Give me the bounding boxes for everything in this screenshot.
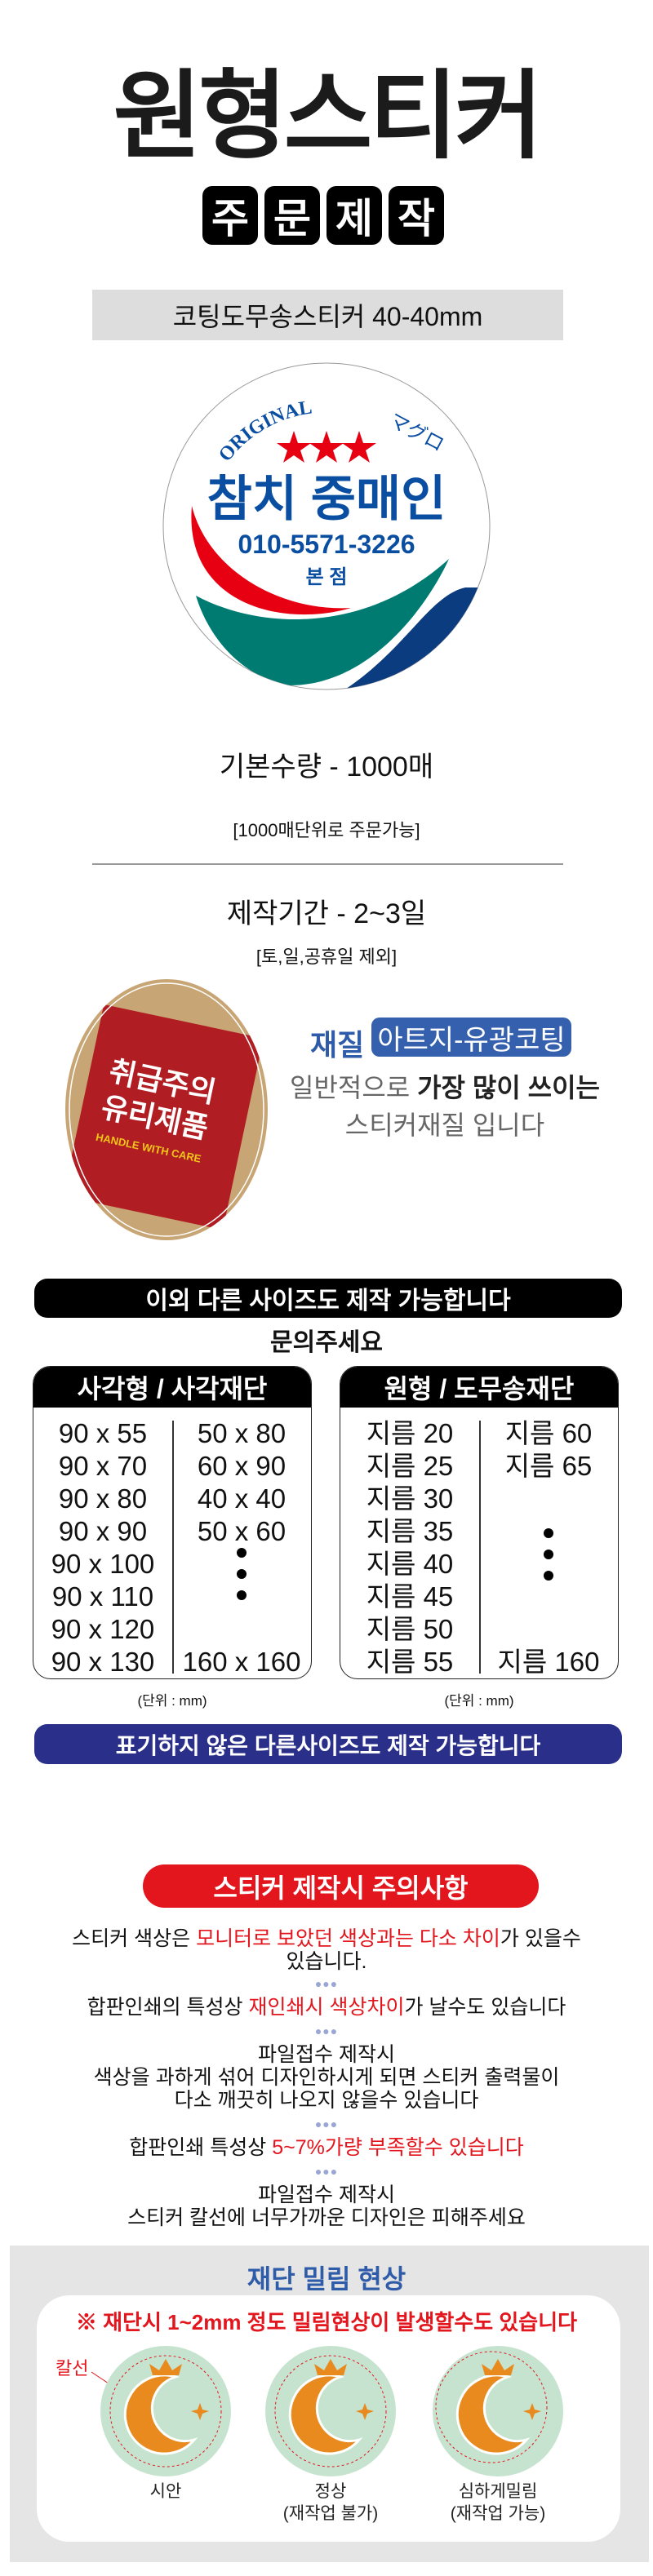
red-swoosh [191,506,351,615]
sticker-sample-image: ORIGINAL マグロ 참치 중매인 010-5571-3226 본 점 [162,362,491,690]
unit-label: (단위 : mm) [444,1693,514,1709]
quantity-text: 기본수량 - 1000매 [219,752,434,783]
table-title: 원형 / 도무송재단 [340,1367,618,1408]
page-title: 원형스티커 [113,63,544,171]
size-cell: 지름 20 [366,1418,454,1448]
size-cell: 90 x 90 [58,1516,148,1546]
size-cell: 90 x 130 [51,1647,155,1677]
size-cell: 90 x 120 [51,1614,155,1644]
sample-label: 심하게밀림 [458,2482,538,2501]
size-cell: 지름 60 [504,1418,593,1448]
separator-dots-icon: ●●● [314,2024,339,2037]
caution-item: 색상을 과하게 섞어 디자인하시게 되면 스티커 출력물이 [93,2066,560,2089]
quantity-note: [1000매단위로 주문가능] [233,820,420,840]
badge-char: 주 [202,186,258,245]
size-cell: 지름 55 [366,1647,454,1677]
caution-item: 스티커 칼선에 너무가까운 디자인은 피해주세요 [127,2206,526,2229]
stars-icon [277,431,376,463]
divider [92,863,563,865]
sample-note: (재작업 가능) [450,2504,546,2523]
cut-sample-label: 정상 (재작업 불가) [249,2481,412,2525]
size-cell: 90 x 55 [58,1418,148,1448]
square-size-table: 사각형 / 사각재단 90 x 55 90 x 70 90 x 80 90 x 90 9… [33,1366,312,1679]
caution-item: 있습니다. [286,1950,367,1973]
unlisted-sizes-banner: 표기하지 않은 다른사이즈도 제작 가능합니다 [34,1724,622,1764]
separator-dots-icon: ●●● [314,2165,339,2178]
desc-bold: 가장 많이 쓰이는 [417,1073,600,1102]
size-cell: 지름 65 [504,1451,593,1481]
size-cell: 90 x 110 [51,1581,154,1612]
divider [172,1421,174,1674]
sample-label: 시안 [149,2482,182,2501]
sticker-phone: 010-5571-3226 [238,530,415,559]
sample-label: 정상 [314,2482,347,2501]
sticker-branch: 본 점 [306,566,348,588]
more-dots-icon [479,1528,618,1592]
cut-sample-label: 심하게밀림 (재작업 가능) [416,2481,580,2525]
material-badge: 아트지-유광코팅 [371,1018,571,1057]
size-cell: 40 x 40 [197,1483,287,1514]
size-cell: 지름 30 [366,1483,454,1514]
period-note: [토,일,공휴일 제외] [255,947,398,967]
desc-text: 스티커재질 입니다 [344,1111,545,1140]
badge-char: 작 [389,186,444,245]
caution-item: 다소 깨끗히 나오지 않을수 있습니다 [174,2089,479,2112]
size-cell: 지름 40 [366,1549,454,1579]
size-cell: 160 x 160 [182,1647,301,1677]
size-cell: 지름 25 [366,1451,454,1481]
material-label: 재질 [310,1028,365,1062]
caution-item: 합판인쇄의 특성상 재인쇄시 색상차이가 날수도 있습니다 [87,1996,566,2019]
size-cell: 50 x 60 [197,1516,287,1546]
desc-text: 일반적으로 [290,1073,418,1102]
period-text: 제작기간 - 2~3일 [226,898,427,929]
product-name-bar: 코팅도무송스티커 40-40mm [92,290,563,340]
cut-sample-image [265,2346,396,2476]
size-cell: 90 x 70 [58,1451,148,1481]
sample-note: (재작업 불가) [282,2504,379,2523]
caution-title: 스티커 제작시 주의사항 [143,1864,539,1908]
size-cell: 지름 50 [366,1614,454,1644]
round-size-table: 원형 / 도무송재단 지름 20 지름 25 지름 30 지름 35 지름 40 지름 4… [340,1366,619,1679]
size-cell: 60 x 90 [197,1451,287,1481]
caution-list: 스티커 색상은 모니터로 보았던 색상과는 다소 차이가 있을수 있습니다. ●… [0,1927,653,2229]
caution-item: 합판인쇄 특성상 5~7%가량 부족할수 있습니다 [129,2136,524,2159]
material-description: 일반적으로 가장 많이 쓰이는 스티커재질 입니다 [290,1069,600,1144]
cut-sample-image [433,2346,563,2476]
material-sample-photo: 취급주의 유리제품 HANDLE WITH CARE [65,979,268,1240]
cut-shift-warning: ※ 재단시 1~2mm 정도 밀림현상이 발생할수도 있습니다 [75,2310,578,2334]
order-made-badges: 주 문 제 작 [202,186,444,245]
size-cell: 지름 45 [366,1581,454,1612]
badge-char: 제 [326,186,382,245]
badge-char: 문 [264,186,320,245]
teal-swoosh [196,559,449,685]
divider [479,1421,481,1674]
cut-sample-image [100,2346,231,2476]
separator-dots-icon: ●●● [314,2117,339,2130]
cutline-label: 칼선 [56,2358,89,2379]
unit-label: (단위 : mm) [137,1693,207,1709]
caution-item: 파일접수 제작시 [258,2184,395,2206]
cut-shift-title: 재단 밀림 현상 [247,2264,406,2294]
size-cell: 지름 160 [497,1647,600,1677]
cut-sample-label: 시안 [84,2481,247,2503]
separator-dots-icon: ●●● [314,1977,339,1990]
inquire-text: 문의주세요 [270,1329,383,1356]
size-cell: 지름 35 [366,1516,454,1546]
table-title: 사각형 / 사각재단 [33,1367,311,1408]
caution-item: 파일접수 제작시 [258,2043,395,2066]
sticker-name: 참치 중매인 [207,472,446,526]
caution-item: 스티커 색상은 모니터로 보았던 색상과는 다소 차이가 있을수 [72,1927,581,1950]
more-dots-icon [172,1548,311,1612]
size-cell: 50 x 80 [197,1418,287,1448]
other-sizes-banner: 이외 다른 사이즈도 제작 가능합니다 [34,1279,622,1318]
size-cell: 90 x 100 [51,1549,155,1579]
size-cell: 90 x 80 [58,1483,148,1514]
